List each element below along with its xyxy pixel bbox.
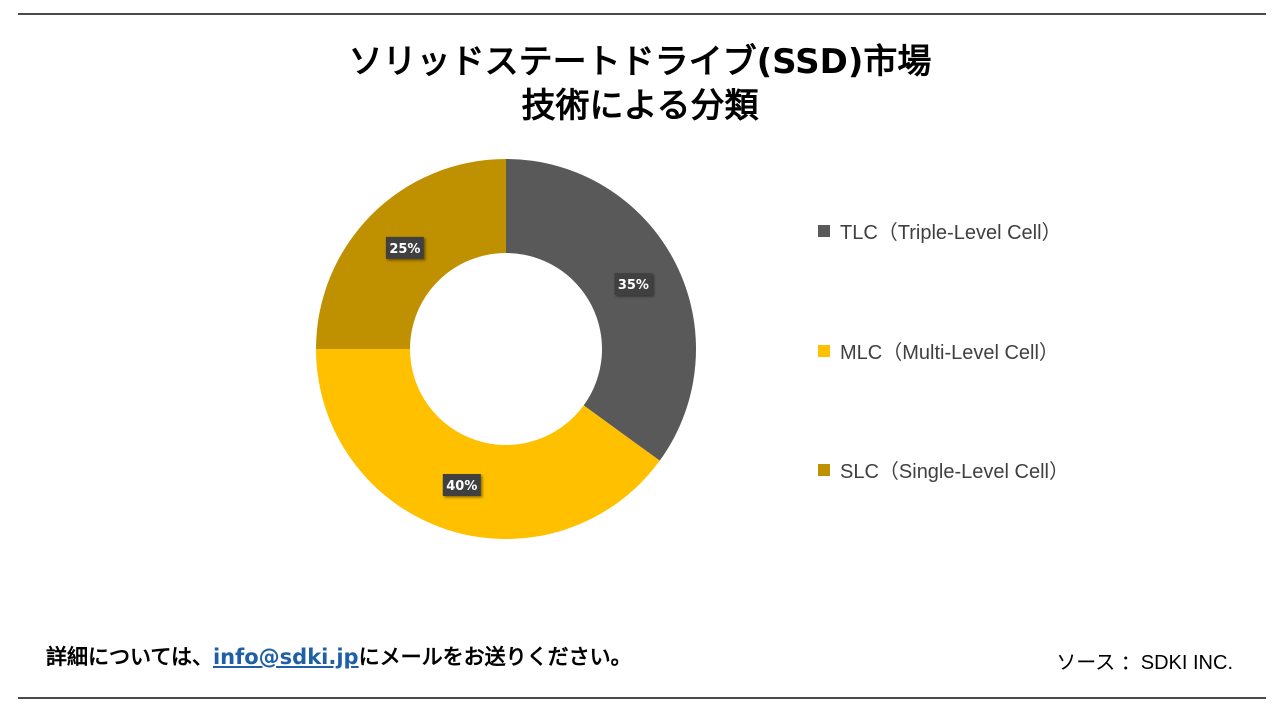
- legend-swatch: [818, 344, 830, 357]
- legend-label: SLC（Single-Level Cell）: [840, 461, 1069, 483]
- legend-swatch: [818, 224, 830, 237]
- data-label-1: 35%: [614, 273, 653, 296]
- contact-email-link[interactable]: info@sdki.jp: [212, 645, 359, 669]
- contact-suffix: にメールをお送りください。: [358, 645, 632, 669]
- legend-item-1: TLC（Triple-Level Cell）: [818, 216, 1062, 245]
- donut-slice-2: [316, 349, 660, 540]
- contact-note: 詳細については、info@sdki.jpにメールをお送りください。: [46, 641, 632, 671]
- legend-label: TLC（Triple-Level Cell）: [840, 222, 1062, 244]
- chart-title: ソリッドステートドライブ(SSD)市場 技術による分類: [0, 40, 1280, 128]
- legend-swatch: [818, 463, 830, 476]
- legend-label: MLC（Multi-Level Cell）: [840, 342, 1059, 364]
- data-label-text: 25%: [389, 242, 420, 257]
- data-label-3: 25%: [385, 236, 424, 259]
- bottom-rule: [18, 697, 1266, 699]
- contact-prefix: 詳細については、: [46, 645, 213, 669]
- data-label-text: 35%: [618, 278, 649, 293]
- legend-item-2: MLC（Multi-Level Cell）: [818, 336, 1059, 365]
- top-rule: [18, 13, 1266, 15]
- data-label-text: 40%: [446, 479, 477, 494]
- chart-title-line2: 技術による分類: [521, 86, 759, 126]
- source-note: ソース ：SDKI INC.: [1056, 652, 1233, 674]
- chart-title-line1: ソリッドステートドライブ(SSD)市場: [348, 42, 932, 82]
- donut-slice-1: [506, 158, 697, 461]
- legend-item-3: SLC（Single-Level Cell）: [818, 455, 1069, 484]
- data-label-2: 40%: [442, 474, 481, 497]
